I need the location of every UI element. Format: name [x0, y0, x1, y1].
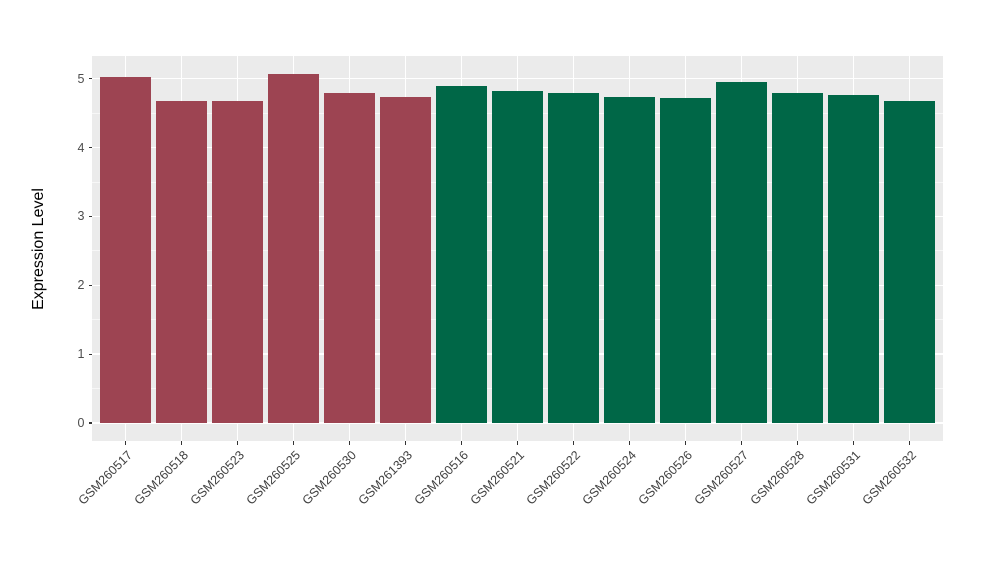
y-tick-mark: [88, 147, 92, 149]
x-tick-mark: [908, 441, 910, 445]
y-tick-label: 1: [77, 347, 85, 362]
x-tick-label: GSM260518: [131, 448, 192, 508]
x-tick-label: GSM261393: [355, 448, 416, 508]
bar: [156, 100, 207, 424]
bar: [884, 100, 935, 424]
x-tick-mark: [292, 441, 295, 445]
x-tick-mark: [236, 441, 239, 445]
bar: [828, 94, 879, 424]
x-tick-mark: [348, 441, 351, 445]
bar: [324, 93, 375, 424]
y-tick-mark: [88, 284, 92, 286]
bar: [380, 96, 431, 424]
x-tick-mark: [460, 441, 463, 445]
bar: [716, 82, 767, 424]
y-tick-label: 0: [77, 416, 85, 431]
x-tick-mark: [180, 441, 183, 445]
x-tick-label: GSM260528: [747, 448, 808, 508]
y-tick-mark: [88, 215, 92, 218]
y-tick-label: 5: [77, 71, 85, 86]
bar: [268, 73, 319, 424]
bar: [604, 96, 655, 424]
bar: [660, 98, 711, 424]
x-tick-label: GSM260525: [243, 448, 304, 508]
x-tick-label: GSM260521: [467, 448, 528, 508]
x-tick-label: GSM260530: [299, 448, 360, 508]
x-tick-mark: [852, 441, 854, 445]
x-tick-label: GSM260526: [635, 448, 696, 508]
x-tick-mark: [796, 441, 799, 445]
bar: [548, 92, 599, 424]
x-tick-mark: [740, 441, 743, 445]
x-tick-label: GSM260516: [411, 448, 472, 508]
x-tick-label: GSM260532: [859, 448, 920, 508]
y-tick-label: 4: [77, 140, 85, 155]
x-tick-mark: [124, 441, 127, 445]
x-tick-mark: [516, 441, 519, 445]
y-tick-mark: [88, 422, 92, 424]
y-axis-title: Expression Level: [30, 187, 47, 310]
x-tick-label: GSM260523: [187, 448, 248, 508]
y-tick-mark: [88, 353, 92, 355]
bar: [436, 86, 487, 424]
x-tick-mark: [404, 441, 407, 445]
bar: [100, 77, 151, 424]
x-tick-mark: [572, 441, 575, 445]
bar: [212, 100, 263, 424]
bar: [492, 91, 543, 424]
x-tick-label: GSM260531: [803, 448, 864, 508]
bar: [772, 92, 823, 424]
x-tick-label: GSM260524: [579, 448, 640, 508]
y-tick-label: 3: [77, 209, 85, 224]
x-tick-label: GSM260517: [75, 448, 136, 508]
x-tick-label: GSM260527: [691, 448, 752, 508]
y-tick-label: 2: [77, 278, 85, 293]
x-tick-mark: [684, 441, 687, 445]
y-tick-mark: [88, 78, 92, 80]
x-tick-mark: [628, 441, 631, 445]
plot-panel: [92, 56, 943, 441]
x-tick-label: GSM260522: [523, 448, 584, 508]
